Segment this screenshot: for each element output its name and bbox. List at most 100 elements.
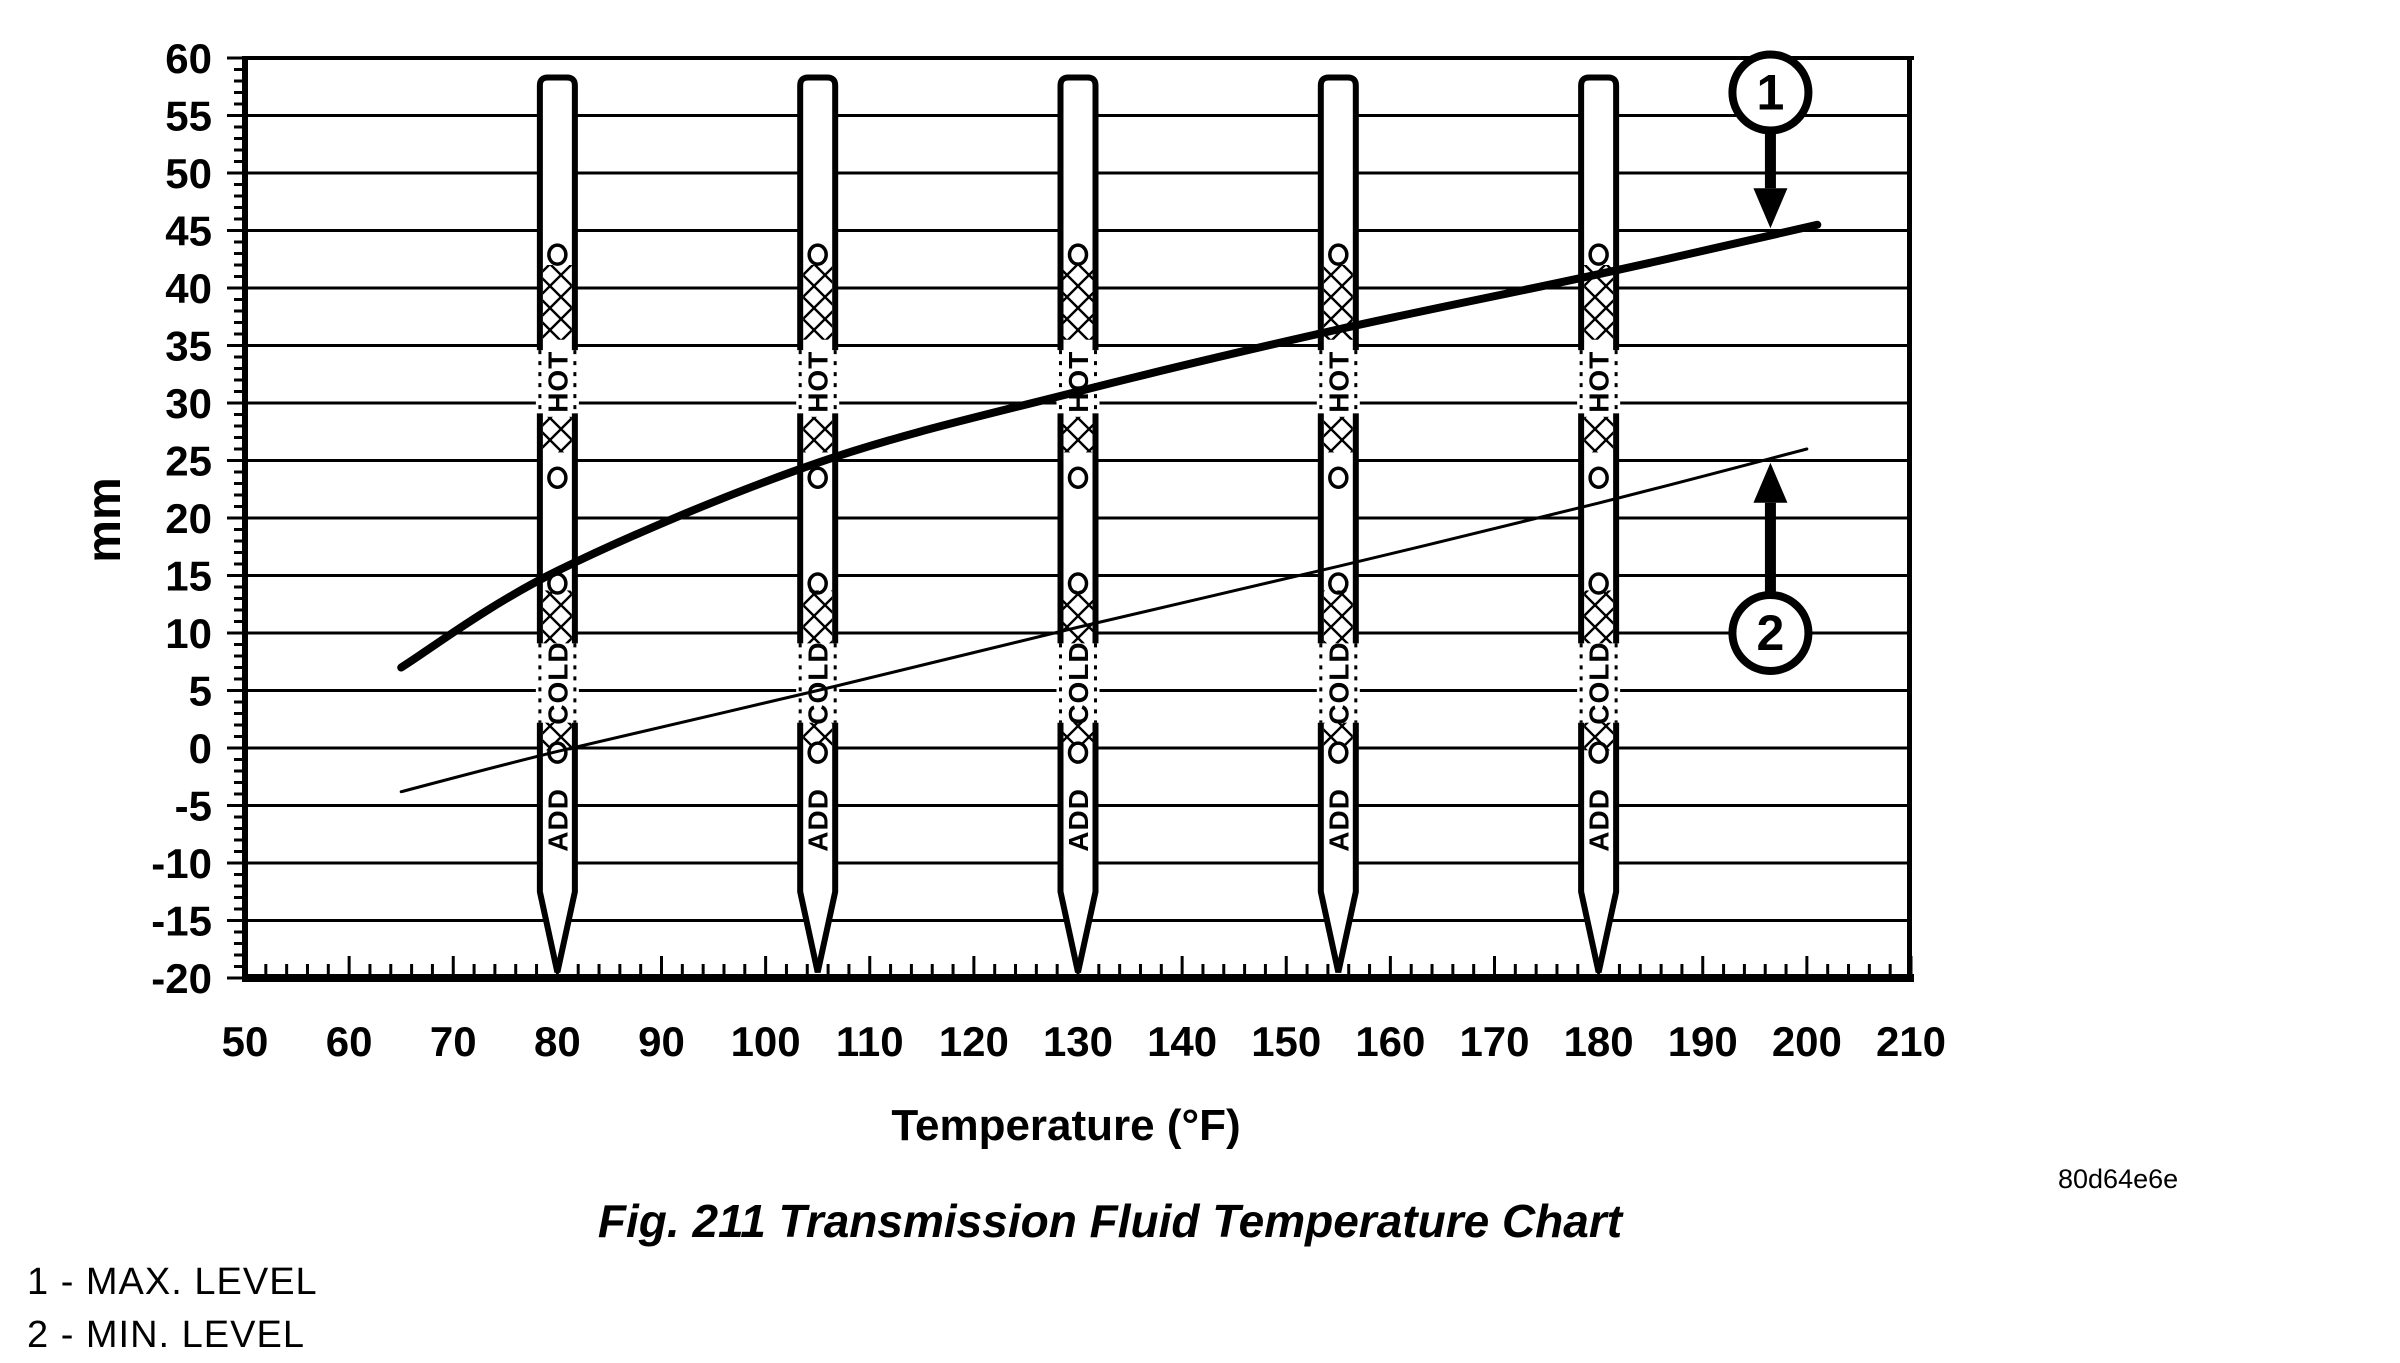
document-code: 80d64e6e [2058, 1164, 2179, 1194]
y-tick-label: 15 [165, 553, 212, 600]
callout-2: 2 [1728, 462, 1813, 675]
y-tick-label: 30 [165, 380, 212, 427]
x-tick-label: 200 [1772, 1018, 1842, 1065]
y-tick-label: 10 [165, 610, 212, 657]
y-axis-ticks [227, 56, 243, 980]
dipstick-crosshatch [1584, 590, 1614, 644]
x-axis-title: Temperature (°F) [891, 1101, 1240, 1150]
dipstick-hole-icon [1328, 741, 1349, 764]
y-axis-tick-labels: -20 -15 -10 -5 0 5 10 15 20 25 30 35 40 45 50 55 60 [151, 35, 212, 1002]
y-axis-title: mm [78, 477, 131, 562]
dipstick-80: HOT COLD ADD [535, 74, 579, 973]
dipstick-label-cold: COLD [803, 641, 834, 724]
dipstick-label-add: ADD [1323, 788, 1354, 852]
dipstick-130: HOT COLD ADD [1056, 74, 1100, 973]
y-tick-label: 0 [189, 725, 212, 772]
dipstick-hole-icon [1067, 741, 1089, 764]
y-tick-label: 20 [165, 495, 212, 542]
y-tick-label: 40 [165, 265, 212, 312]
dipstick-label-cold: COLD [1063, 641, 1094, 724]
x-tick-label: 170 [1459, 1018, 1529, 1065]
dipstick-hole-icon [1328, 572, 1349, 595]
dipstick-hole-icon [1588, 572, 1609, 595]
dipstick-hole-icon [1588, 741, 1609, 764]
dipstick-hole-icon [1588, 243, 1609, 266]
x-tick-label: 110 [836, 1018, 904, 1065]
dipstick-crosshatch [1323, 416, 1353, 453]
x-tick-label: 90 [638, 1018, 685, 1065]
dipstick-label-hot: HOT [542, 351, 573, 413]
dipstick-label-cold: COLD [1584, 641, 1615, 724]
x-tick-label: 50 [222, 1018, 269, 1065]
dipstick-label-add: ADD [1063, 788, 1094, 852]
dipstick-label-hot: HOT [1063, 351, 1094, 413]
dipstick-crosshatch [1063, 590, 1093, 644]
x-tick-label: 210 [1876, 1018, 1946, 1065]
x-tick-label: 100 [731, 1018, 801, 1065]
y-tick-label: 5 [189, 668, 212, 715]
dipstick-crosshatch [542, 590, 572, 644]
arrow-up-icon [1753, 462, 1788, 503]
dipstick-crosshatch [1584, 416, 1614, 453]
dipstick-155: HOT COLD ADD [1316, 74, 1360, 973]
dipstick-hole-icon [547, 466, 568, 489]
dipstick-label-cold: COLD [542, 641, 573, 724]
dipstick-hole-icon [1588, 466, 1609, 489]
x-axis-tick-labels: 50 60 70 80 90 100 110 120 130 140 150 160 170 180 190… [222, 1018, 1946, 1065]
dipstick-label-add: ADD [803, 788, 834, 852]
x-tick-label: 60 [326, 1018, 373, 1065]
y-tick-label: 55 [165, 93, 212, 140]
y-tick-label: 45 [165, 208, 212, 255]
y-tick-label: -10 [151, 840, 212, 887]
x-tick-label: 80 [534, 1018, 581, 1065]
dipstick-crosshatch [1063, 265, 1093, 340]
dipstick-hole-icon [1328, 466, 1349, 489]
callout-1: 1 [1728, 50, 1813, 229]
y-tick-label: 35 [165, 323, 212, 370]
x-tick-label: 180 [1564, 1018, 1634, 1065]
y-tick-label: 60 [165, 35, 212, 82]
dipstick-label-hot: HOT [1584, 351, 1615, 413]
dipstick-hole-icon [1328, 243, 1349, 266]
dipstick-crosshatch [803, 590, 833, 644]
dipstick-hole-icon [1067, 572, 1089, 595]
axis-box [242, 56, 1914, 982]
dipstick-label-hot: HOT [1323, 351, 1354, 413]
legend-item-max-level: 1 - MAX. LEVEL [27, 1261, 318, 1303]
dipstick-crosshatch [803, 265, 833, 340]
dipstick-180: HOT COLD ADD [1577, 74, 1621, 973]
x-tick-label: 70 [430, 1018, 477, 1065]
callout-balloon [1728, 50, 1813, 135]
dipstick-label-add: ADD [1584, 788, 1615, 852]
dipstick-label-hot: HOT [803, 351, 834, 413]
series-max-level [397, 220, 1822, 672]
figure-caption: Fig. 211 Transmission Fluid Temperature … [597, 1195, 1623, 1247]
dipstick-hole-icon [807, 741, 828, 764]
callout-balloon [1728, 591, 1813, 675]
y-tick-label: -5 [175, 783, 212, 830]
figure-legend: 1 - MAX. LEVEL 2 - MIN. LEVEL [27, 1256, 318, 1362]
dipstick-hole-icon [1067, 243, 1089, 266]
legend-item-min-level: 2 - MIN. LEVEL [27, 1314, 305, 1356]
dipstick-label-add: ADD [542, 788, 573, 852]
y-tick-label: -15 [151, 898, 212, 945]
dipstick-hole-icon [1067, 466, 1089, 489]
dipstick-crosshatch [803, 416, 833, 453]
dipstick-hole-icon [547, 243, 568, 266]
y-tick-label: -20 [151, 955, 212, 1002]
x-tick-label: 120 [939, 1018, 1009, 1065]
callout-number: 2 [1757, 605, 1785, 661]
x-tick-label: 140 [1147, 1018, 1217, 1065]
series-min-level [399, 447, 1809, 794]
dipstick-crosshatch [542, 416, 572, 453]
x-tick-label: 130 [1043, 1018, 1113, 1065]
callout-number: 1 [1757, 65, 1785, 121]
x-tick-label: 150 [1251, 1018, 1321, 1065]
dipstick-hole-icon [807, 572, 828, 595]
dipstick-hole-icon [807, 243, 828, 266]
dipstick-crosshatch [1063, 416, 1093, 453]
dipstick-crosshatch [1323, 590, 1353, 644]
arrow-down-icon [1753, 188, 1788, 229]
